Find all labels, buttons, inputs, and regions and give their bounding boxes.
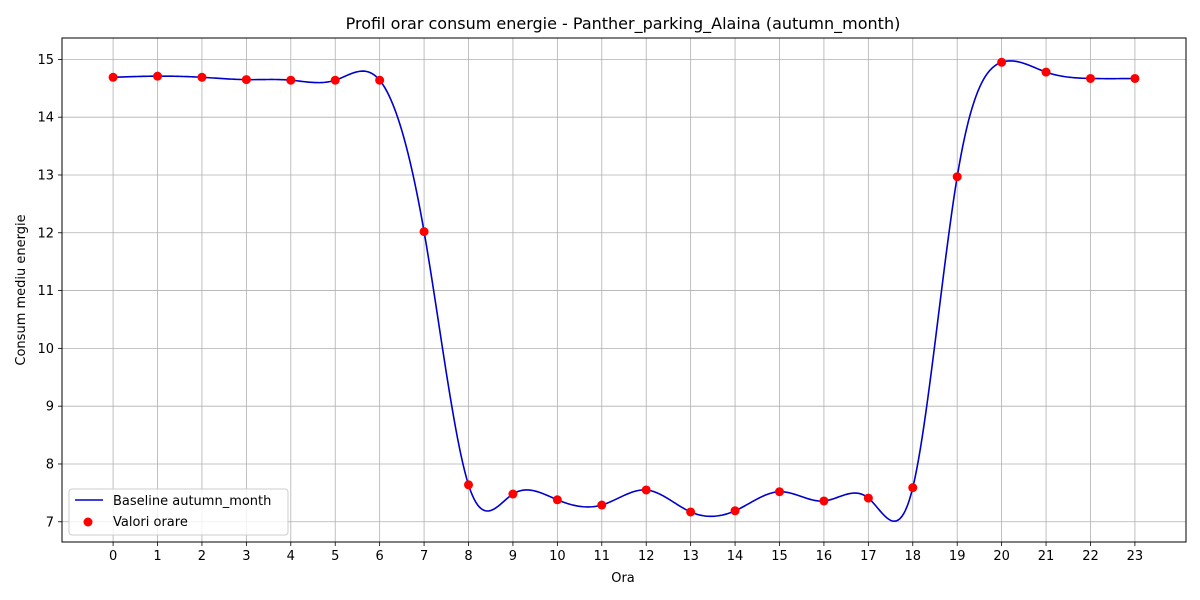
hourly-point bbox=[108, 72, 118, 82]
x-tick-label: 23 bbox=[1127, 549, 1144, 564]
baseline-series-line bbox=[113, 60, 1135, 523]
chart-title: Profil orar consum energie - Panther_par… bbox=[346, 14, 901, 34]
hourly-point bbox=[863, 493, 873, 503]
legend-label-points: Valori orare bbox=[113, 515, 188, 530]
hourly-point bbox=[552, 495, 562, 505]
hourly-point bbox=[1041, 67, 1051, 77]
x-tick-label: 0 bbox=[109, 549, 117, 564]
y-tick-label: 12 bbox=[37, 226, 54, 241]
hourly-point bbox=[419, 227, 429, 237]
x-tick-label: 13 bbox=[682, 549, 699, 564]
hourly-point bbox=[952, 172, 962, 182]
x-tick-label: 10 bbox=[549, 549, 566, 564]
hourly-point bbox=[286, 75, 296, 85]
x-axis-ticks: 0 1 2 3 4 5 6 7 8 9 10 11 12 13 14 15 16 17 18 19 20 21 22 23 bbox=[109, 542, 1143, 564]
x-tick-label: 1 bbox=[153, 549, 161, 564]
y-tick-label: 13 bbox=[37, 168, 54, 183]
x-tick-label: 20 bbox=[993, 549, 1010, 564]
x-tick-label: 17 bbox=[860, 549, 877, 564]
y-tick-label: 15 bbox=[37, 53, 54, 68]
hourly-point bbox=[686, 507, 696, 517]
grid-lines bbox=[62, 38, 1186, 542]
y-axis-label: Consum mediu energie bbox=[14, 214, 29, 365]
hourly-point bbox=[774, 487, 784, 497]
y-tick-label: 11 bbox=[37, 284, 54, 299]
legend-point-swatch bbox=[83, 517, 93, 527]
y-tick-label: 10 bbox=[37, 342, 54, 357]
hourly-point bbox=[375, 75, 385, 85]
x-tick-label: 19 bbox=[949, 549, 966, 564]
hourly-point bbox=[330, 75, 340, 85]
hourly-point bbox=[197, 72, 207, 82]
x-tick-label: 11 bbox=[594, 549, 611, 564]
hourly-points bbox=[108, 57, 1140, 517]
x-tick-label: 15 bbox=[771, 549, 788, 564]
legend-box bbox=[68, 488, 289, 536]
hourly-point bbox=[1130, 73, 1140, 83]
y-tick-label: 7 bbox=[46, 515, 54, 530]
y-tick-label: 8 bbox=[46, 457, 54, 472]
plot-area bbox=[62, 38, 1186, 542]
legend: Baseline autumn_month Valori orare bbox=[68, 488, 289, 536]
legend-label-baseline: Baseline autumn_month bbox=[113, 494, 271, 509]
x-tick-label: 6 bbox=[376, 549, 384, 564]
hourly-point bbox=[641, 485, 651, 495]
x-tick-label: 14 bbox=[727, 549, 744, 564]
hourly-point bbox=[464, 480, 474, 490]
x-tick-label: 5 bbox=[331, 549, 339, 564]
x-tick-label: 9 bbox=[509, 549, 517, 564]
hourly-point bbox=[241, 75, 251, 85]
x-tick-label: 21 bbox=[1038, 549, 1055, 564]
y-tick-label: 9 bbox=[46, 400, 54, 415]
x-tick-label: 22 bbox=[1082, 549, 1099, 564]
hourly-point bbox=[819, 496, 829, 506]
x-tick-label: 12 bbox=[638, 549, 655, 564]
baseline-line-path bbox=[113, 60, 1135, 523]
x-tick-label: 4 bbox=[287, 549, 295, 564]
plot-frame bbox=[61, 37, 1187, 543]
x-tick-label: 7 bbox=[420, 549, 428, 564]
hourly-point bbox=[730, 506, 740, 516]
hourly-point bbox=[597, 500, 607, 510]
x-tick-label: 18 bbox=[905, 549, 922, 564]
y-tick-label: 14 bbox=[37, 111, 54, 126]
x-tick-label: 8 bbox=[464, 549, 472, 564]
x-tick-label: 3 bbox=[242, 549, 250, 564]
y-axis-ticks: 7 8 9 10 11 12 13 14 15 bbox=[37, 53, 62, 530]
hourly-point bbox=[1085, 73, 1095, 83]
x-tick-label: 16 bbox=[816, 549, 833, 564]
hourly-point bbox=[508, 489, 518, 499]
hourly-point bbox=[908, 483, 918, 493]
hourly-point bbox=[153, 71, 163, 81]
x-tick-label: 2 bbox=[198, 549, 206, 564]
hourly-point bbox=[997, 57, 1007, 67]
x-axis-label: Ora bbox=[611, 571, 635, 586]
